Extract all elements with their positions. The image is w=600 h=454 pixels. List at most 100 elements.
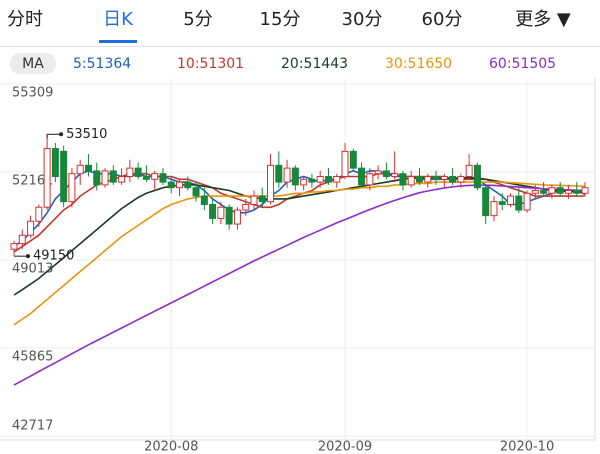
candle-body <box>482 187 490 217</box>
y-tick-label: 45865 <box>12 350 53 365</box>
candle-body <box>84 164 92 172</box>
candle-body <box>242 203 250 211</box>
candle-body <box>225 206 233 225</box>
candle-body <box>51 148 59 178</box>
x-tick-label: 2020-08 <box>144 440 198 454</box>
candle-body <box>258 195 266 203</box>
min-label: 49150 <box>33 249 74 264</box>
candle-body <box>424 176 432 183</box>
candle-body <box>556 187 564 194</box>
tab[interactable]: 更多 ▼ <box>515 9 571 30</box>
candle-body <box>184 181 192 189</box>
ma-legend-item: 60:51505 <box>489 56 556 72</box>
tab-underline <box>99 40 137 43</box>
candle-body <box>291 167 299 186</box>
ma-legend-item: 10:51301 <box>177 56 244 72</box>
ma-badge <box>10 53 56 74</box>
candle-body <box>275 164 283 183</box>
candle-body <box>43 148 51 208</box>
ma-legend-item: 5:51364 <box>73 56 131 72</box>
x-tick-label: 2020-10 <box>500 440 554 454</box>
ma-line <box>13 170 586 248</box>
tab[interactable]: 15分 <box>260 9 301 30</box>
candle-body <box>490 201 498 217</box>
candle-body <box>142 176 150 180</box>
candle-body <box>200 195 208 205</box>
candle-body <box>349 150 357 169</box>
candle-body <box>93 170 101 186</box>
candle-body <box>209 203 217 219</box>
tab[interactable]: 分时 <box>7 9 43 30</box>
ma-line <box>13 184 586 386</box>
candle-body <box>465 164 473 178</box>
candle-body <box>217 206 225 219</box>
candle-body <box>366 173 374 186</box>
candle-body <box>391 173 399 178</box>
candle-body <box>300 178 308 186</box>
y-tick-label: 55309 <box>12 86 53 101</box>
candle-body <box>68 173 76 203</box>
max-dot <box>59 132 64 137</box>
candle-body <box>341 150 349 178</box>
y-tick-label: 42717 <box>12 419 53 434</box>
candle-body <box>333 176 341 183</box>
ma-legend-title: MA <box>22 56 44 72</box>
candle-body <box>60 150 68 203</box>
candle-body <box>167 181 175 189</box>
x-tick-label: 2020-09 <box>318 440 372 454</box>
candle-body <box>192 187 200 197</box>
candle-body <box>134 167 142 178</box>
candle-body <box>540 189 548 194</box>
candle-body <box>118 176 126 183</box>
candle-body <box>415 176 423 183</box>
candle-body <box>316 176 324 183</box>
candle-body <box>440 176 448 180</box>
candle-body <box>457 176 465 183</box>
candle-body <box>35 206 43 222</box>
candle-body <box>250 195 258 205</box>
y-tick-label: 49013 <box>12 262 53 277</box>
candle-body <box>27 220 35 236</box>
tab[interactable]: 30分 <box>342 9 383 30</box>
candle-body <box>324 176 332 183</box>
ma-legend-item: 30:51650 <box>385 56 452 72</box>
tab[interactable]: 60分 <box>422 9 463 30</box>
candle-body <box>564 189 572 194</box>
candle-body <box>573 189 581 194</box>
candle-body <box>18 234 26 245</box>
candle-body <box>109 170 117 183</box>
candle-body <box>523 192 531 211</box>
candle-body <box>308 178 316 183</box>
candle-body <box>374 170 382 175</box>
ma-line <box>13 181 586 326</box>
ma-legend-item: 20:51443 <box>281 56 348 72</box>
candle-body <box>407 176 415 186</box>
candle-body <box>515 195 523 211</box>
candle-body <box>76 164 84 175</box>
ma-line <box>13 177 586 296</box>
candle-body <box>233 209 241 225</box>
candle-body <box>283 167 291 183</box>
candle-body <box>10 243 18 250</box>
candle-body <box>176 181 184 189</box>
candle-body <box>399 173 407 186</box>
candle-body <box>581 187 589 194</box>
candle-body <box>432 176 440 180</box>
tab[interactable]: 5分 <box>183 9 212 30</box>
candle-body <box>159 173 167 183</box>
candle-body <box>498 201 506 205</box>
max-label: 53510 <box>66 127 107 142</box>
candle-body <box>548 187 556 194</box>
candle-body <box>473 164 481 189</box>
candle-body <box>126 167 134 178</box>
candle-body <box>382 170 390 178</box>
candle-body <box>151 173 159 180</box>
candle-body <box>531 189 539 194</box>
tab[interactable]: 日K <box>103 9 134 30</box>
min-dot <box>26 254 30 259</box>
candle-body <box>101 170 109 186</box>
candle-body <box>449 176 457 183</box>
candle-body <box>267 164 275 203</box>
candle-body <box>358 167 366 186</box>
